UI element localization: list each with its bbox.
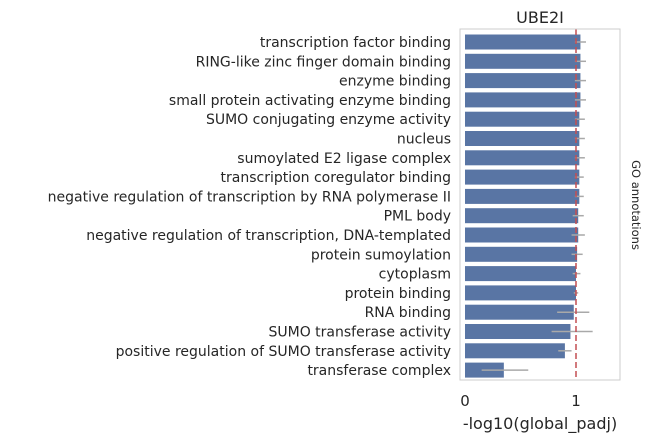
category-label: SUMO transferase activity <box>268 325 451 341</box>
bar <box>465 343 565 359</box>
bar <box>465 246 578 262</box>
bar <box>465 304 574 320</box>
plot-frame <box>459 28 621 381</box>
x-axis-title: -log10(global_padj) <box>463 414 617 434</box>
category-label: RING-like zinc finger domain binding <box>196 54 451 70</box>
bar <box>465 188 580 204</box>
category-label: sumoylated E2 ligase complex <box>237 151 451 167</box>
category-label: nucleus <box>397 132 451 148</box>
side-annotation-label: GO annotations <box>629 160 643 250</box>
bar <box>465 227 579 243</box>
bar <box>465 285 576 301</box>
category-label: RNA binding <box>365 305 451 321</box>
bar <box>465 111 580 127</box>
bar <box>465 208 579 224</box>
chart-title: UBE2I <box>516 8 564 27</box>
bars-group <box>465 34 581 378</box>
category-label: positive regulation of SUMO transferase … <box>116 344 451 360</box>
category-label: small protein activating enzyme binding <box>169 93 451 109</box>
bar <box>465 92 581 108</box>
category-label: transcription factor binding <box>260 35 451 51</box>
x-tick-label: 0 <box>460 392 470 410</box>
bar <box>465 324 571 339</box>
bar <box>465 34 581 50</box>
bar <box>465 169 580 185</box>
bar <box>465 150 580 166</box>
category-label: negative regulation of transcription, DN… <box>86 228 451 244</box>
category-label: protein sumoylation <box>311 247 451 263</box>
category-labels-group: transcription factor binding RING-like zi… <box>48 35 451 379</box>
category-label: PML body <box>384 209 451 225</box>
bar <box>465 131 580 146</box>
category-label: cytoplasm <box>379 267 451 283</box>
bar <box>465 73 581 89</box>
bar <box>465 266 576 282</box>
bar <box>465 53 581 69</box>
category-label: SUMO conjugating enzyme activity <box>206 112 451 128</box>
category-label: negative regulation of transcription by … <box>48 189 451 205</box>
x-tick-label: 1 <box>571 392 581 410</box>
category-label: transferase complex <box>307 363 451 379</box>
category-label: transcription coregulator binding <box>221 170 452 186</box>
category-label: protein binding <box>345 286 451 302</box>
category-label: enzyme binding <box>339 74 451 90</box>
